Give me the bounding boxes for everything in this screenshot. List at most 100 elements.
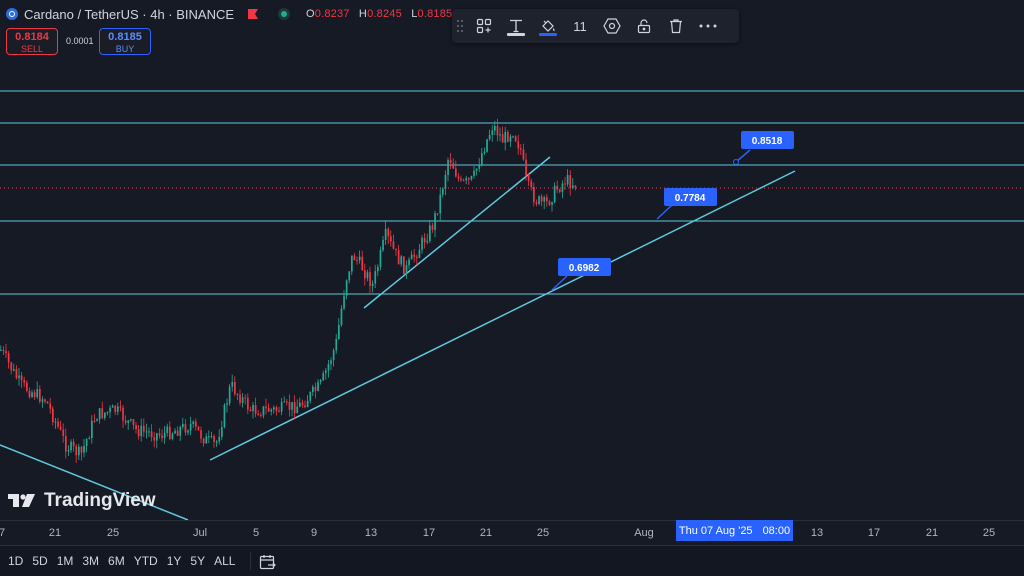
range-1m[interactable]: 1M (56, 554, 74, 568)
trend-line[interactable] (0, 444, 189, 520)
callout-label: 0.8518 (752, 136, 783, 147)
candlestick-series (0, 118, 577, 463)
candle-body (535, 202, 538, 204)
candle-body (559, 189, 561, 192)
candle-body (106, 411, 109, 413)
candle-body (358, 256, 361, 261)
candle-body (390, 236, 392, 242)
ohlc-low-value: 0.8185 (417, 8, 453, 20)
candle-body (182, 423, 184, 427)
candle-body (226, 403, 228, 405)
candle-body (93, 420, 96, 422)
candle-body (540, 196, 543, 202)
candle-body (205, 436, 208, 444)
candle-body (525, 159, 527, 176)
trash-icon[interactable] (660, 9, 692, 43)
candle-body (215, 441, 218, 443)
range-3m[interactable]: 3M (82, 554, 100, 568)
candle-body (192, 421, 195, 424)
unlock-icon[interactable] (628, 9, 660, 43)
text-tool-icon[interactable] (500, 9, 532, 43)
price-callout[interactable]: 0.7784 (656, 188, 717, 220)
candle-body (140, 425, 143, 437)
candle-body (384, 228, 387, 241)
candle-body (291, 402, 293, 410)
candle-body (96, 419, 98, 421)
goto-date-icon[interactable] (259, 554, 277, 570)
range-1y[interactable]: 1Y (166, 554, 182, 568)
candle-body (135, 424, 137, 430)
candle-body (478, 165, 481, 169)
candle-body (31, 392, 33, 397)
time-tick: 25 (106, 527, 120, 539)
candle-body (509, 136, 512, 142)
candle-body (2, 349, 5, 351)
candle-body (418, 249, 421, 258)
time-tick: Jul (192, 527, 208, 539)
bottom-toolbar: 1D 5D 1M 3M 6M YTD 1Y 5Y ALL (0, 545, 1024, 576)
candle-body (572, 185, 574, 188)
time-axis[interactable]: 7 21 25 Jul 5 9 13 17 21 25 Aug 13 17 21… (0, 520, 1024, 545)
candle-body (397, 250, 400, 265)
candle-body (156, 433, 158, 441)
candle-body (174, 430, 176, 434)
price-callout[interactable]: 0.6982 (551, 258, 611, 291)
buy-button[interactable]: 0.8185 BUY (99, 28, 151, 55)
candle-body (270, 409, 273, 412)
candle-body (267, 407, 270, 412)
candle-body (88, 438, 91, 440)
candle-body (369, 272, 371, 287)
candle-body (377, 267, 379, 272)
chart-area[interactable]: 0.8518 0.7784 0.6982 Cardano / TetherUS … (0, 0, 1024, 520)
candle-body (309, 392, 312, 401)
candle-body (236, 394, 239, 396)
tradingview-watermark[interactable]: TradingView (8, 490, 156, 512)
settings-hexagon-icon[interactable] (596, 9, 628, 43)
candle-body (153, 437, 156, 441)
font-size-value[interactable]: 11 (573, 18, 587, 34)
candle-body (301, 402, 304, 406)
candle-body (371, 283, 374, 287)
candle-body (293, 402, 296, 414)
candle-body (171, 433, 174, 439)
candle-body (452, 163, 455, 169)
time-tick: 17 (422, 527, 436, 539)
candle-body (361, 256, 364, 271)
price-chart[interactable]: 0.8518 0.7784 0.6982 (0, 0, 1024, 520)
trend-line[interactable] (209, 170, 796, 461)
candle-body (163, 432, 166, 439)
market-open-icon[interactable] (278, 8, 291, 20)
range-5d[interactable]: 5D (32, 554, 48, 568)
range-1d[interactable]: 1D (8, 554, 24, 568)
drag-handle-icon[interactable] (452, 9, 468, 43)
candle-body (345, 280, 348, 296)
candle-body (98, 408, 101, 420)
range-ytd[interactable]: YTD (133, 554, 158, 568)
candle-body (200, 430, 202, 439)
price-callout[interactable]: 0.8518 (733, 131, 795, 165)
candle-body (104, 412, 106, 419)
candle-body (202, 438, 205, 444)
candle-body (538, 196, 540, 204)
candle-body (111, 405, 114, 408)
symbol-title[interactable]: Cardano / TetherUS · 4h · BINANCE (24, 6, 235, 22)
candle-body (288, 402, 291, 410)
trend-line[interactable] (363, 156, 551, 309)
candle-body (416, 256, 418, 258)
sell-button[interactable]: 0.8184 SELL (6, 28, 58, 55)
flag-icon[interactable] (248, 9, 259, 19)
candle-body (395, 248, 397, 251)
candle-body (132, 419, 135, 425)
range-6m[interactable]: 6M (108, 554, 125, 568)
candle-body (543, 197, 546, 202)
candle-body (36, 388, 39, 398)
object-tree-icon[interactable] (468, 9, 500, 43)
candle-body (364, 270, 366, 279)
candle-body (218, 436, 221, 442)
more-icon[interactable] (692, 9, 724, 43)
range-all[interactable]: ALL (214, 554, 236, 568)
candle-body (325, 370, 327, 374)
crosshair-date: Thu 07 Aug '25 (678, 524, 753, 537)
range-5y[interactable]: 5Y (190, 554, 206, 568)
paint-bucket-icon[interactable] (532, 9, 564, 43)
